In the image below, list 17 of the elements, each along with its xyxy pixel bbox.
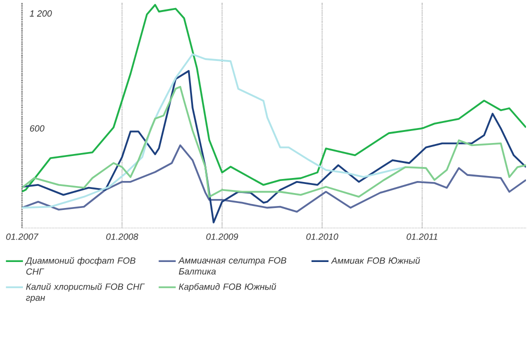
line-series — [22, 4, 526, 193]
y-tick-label: 1 200 — [30, 10, 52, 17]
line-series — [22, 144, 526, 213]
legend-label: Калий хлористый FOB СНГ гран — [26, 283, 145, 303]
line-series — [22, 86, 526, 198]
y-tick-label: 600 — [30, 125, 44, 132]
line-series — [22, 53, 406, 209]
legend-label: Диаммоний фосфат FOB СНГ — [24, 257, 136, 275]
x-tick-label: 01.2007 — [6, 234, 38, 240]
legend-label: Аммиачная селитра FOB Балтика — [178, 257, 286, 275]
legend-label: Аммиак FOB Южный — [330, 257, 420, 264]
x-tick-label: 01.2008 — [106, 234, 138, 240]
x-tick-label: 01.2009 — [206, 234, 238, 240]
x-tick-label: 01.2011 — [406, 234, 438, 240]
line-series — [22, 70, 526, 224]
x-tick-label: 01.2010 — [306, 234, 338, 240]
legend-label: Карбамид FOB Южный — [178, 283, 276, 292]
